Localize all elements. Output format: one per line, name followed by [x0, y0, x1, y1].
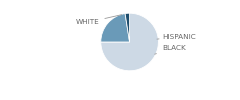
- Wedge shape: [101, 14, 130, 42]
- Text: HISPANIC: HISPANIC: [157, 34, 196, 40]
- Wedge shape: [125, 13, 130, 42]
- Text: BLACK: BLACK: [155, 45, 186, 54]
- Text: WHITE: WHITE: [76, 15, 122, 25]
- Wedge shape: [101, 13, 158, 71]
